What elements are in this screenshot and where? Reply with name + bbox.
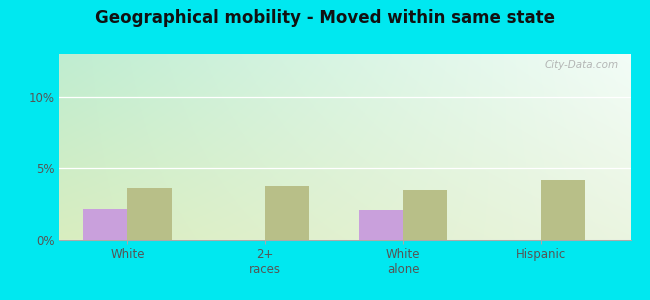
Bar [541,180,585,240]
Bar [359,210,403,240]
Bar [83,208,127,240]
Bar [403,190,447,240]
Bar [265,186,309,240]
Text: Geographical mobility - Moved within same state: Geographical mobility - Moved within sam… [95,9,555,27]
Bar [127,188,172,240]
Text: City-Data.com: City-Data.com [545,60,619,70]
